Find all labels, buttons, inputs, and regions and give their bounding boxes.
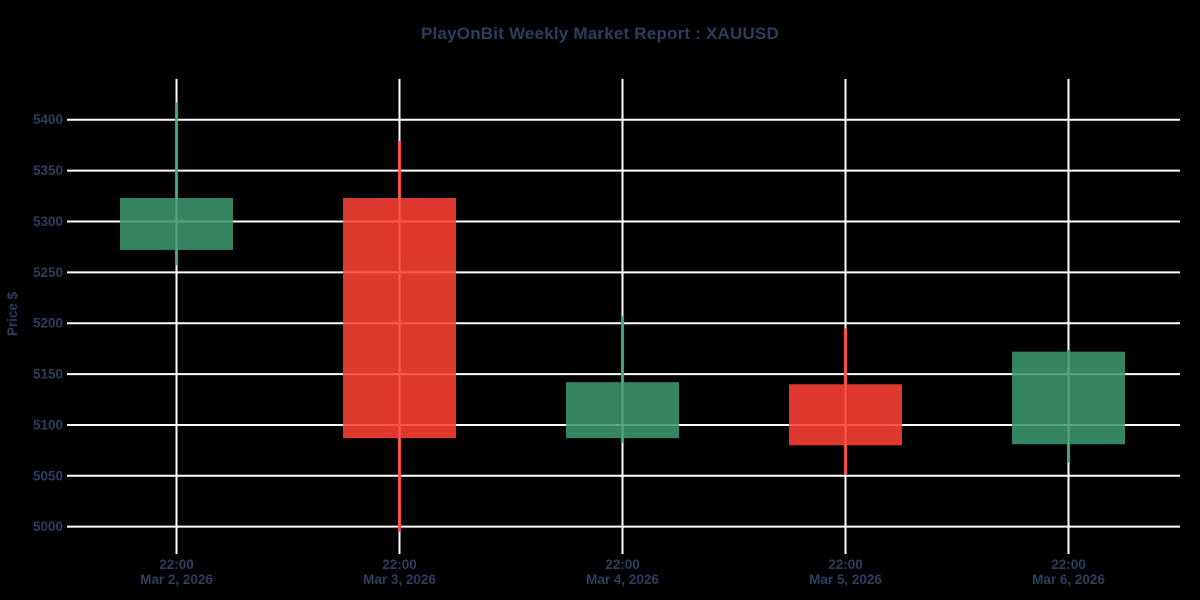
x-tick-date-mar-5-2026: Mar 5, 2026 (809, 572, 882, 587)
x-tick-time-mar-4-2026: 22:00 (605, 557, 640, 572)
candle-body (789, 384, 902, 446)
candle-mar-4-2026[interactable] (566, 316, 679, 444)
upper-wick (174, 102, 179, 199)
lower-wick (174, 249, 179, 266)
x-tick-date-mar-4-2026: Mar 4, 2026 (586, 572, 659, 587)
gridlines: 5000 5050 5100 5150 5200 5250 5300 5350 5400 22:0… (33, 79, 1180, 587)
y-tick-label-5100: 5100 (33, 417, 63, 432)
candle-body (343, 198, 456, 439)
y-tick-label-5150: 5150 (33, 367, 63, 382)
y-tick-label-5200: 5200 (33, 316, 63, 331)
candle-mar-5-2026[interactable] (789, 328, 902, 475)
x-tick-date-mar-2-2026: Mar 2, 2026 (140, 572, 213, 587)
candle-body (120, 198, 233, 250)
candle-mar-6-2026[interactable] (1012, 349, 1125, 463)
x-tick-date-mar-6-2026: Mar 6, 2026 (1032, 572, 1105, 587)
upper-wick (843, 328, 848, 385)
y-tick-label-5300: 5300 (33, 214, 63, 229)
x-tick-date-mar-3-2026: Mar 3, 2026 (363, 572, 436, 587)
upper-wick (397, 141, 402, 199)
y-tick-label-5000: 5000 (33, 519, 63, 534)
lower-wick (397, 438, 402, 532)
x-tick-time-mar-2-2026: 22:00 (159, 557, 194, 572)
x-tick-time-mar-3-2026: 22:00 (382, 557, 417, 572)
lower-wick (843, 445, 848, 475)
y-tick-label-5250: 5250 (33, 265, 63, 280)
candle-body (566, 382, 679, 439)
y-tick-label-5050: 5050 (33, 468, 63, 483)
lower-wick (1066, 444, 1071, 463)
chart-title: PlayOnBit Weekly Market Report : XAUUSD (421, 24, 779, 43)
upper-wick (1066, 349, 1071, 352)
candle-mar-3-2026[interactable] (343, 141, 456, 532)
candle-mar-2-2026[interactable] (120, 102, 233, 266)
x-tick-time-mar-5-2026: 22:00 (828, 557, 863, 572)
candle-body (1012, 351, 1125, 445)
candles (120, 102, 1125, 532)
upper-wick (620, 316, 625, 383)
lower-wick (620, 438, 625, 444)
x-tick-time-mar-6-2026: 22:00 (1051, 557, 1086, 572)
y-tick-label-5400: 5400 (33, 112, 63, 127)
y-tick-label-5350: 5350 (33, 163, 63, 178)
